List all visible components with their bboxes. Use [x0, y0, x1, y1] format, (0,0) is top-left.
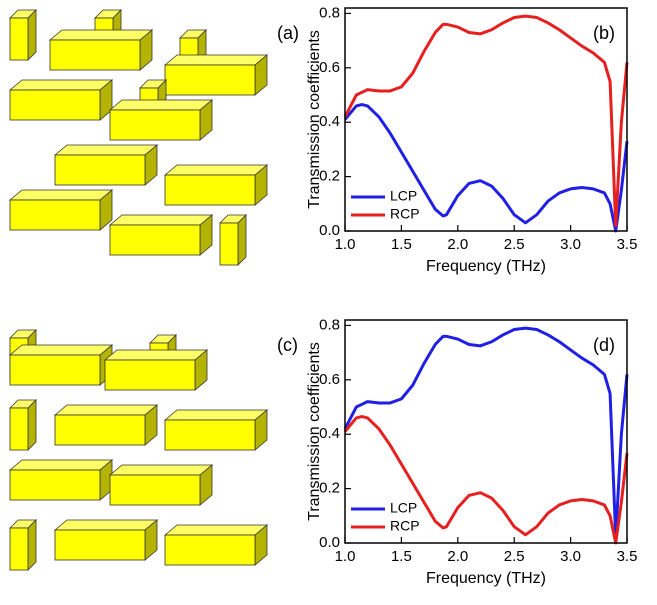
block	[55, 145, 157, 185]
panel-label: (c)	[277, 335, 298, 355]
y-tick-label: 0.8	[319, 316, 340, 333]
x-axis-label: Frequency (THz)	[426, 570, 546, 587]
block	[50, 30, 152, 70]
x-tick-label: 3.0	[560, 236, 581, 253]
block	[165, 525, 267, 565]
block	[10, 190, 112, 230]
block	[110, 215, 212, 255]
panel-label: (b)	[593, 23, 615, 43]
block	[105, 350, 207, 390]
y-axis-label: Transmission coefficients	[306, 342, 323, 521]
structure-a	[10, 10, 267, 265]
x-tick-label: 3.5	[617, 548, 638, 565]
x-tick-label: 1.5	[391, 236, 412, 253]
plot-frame	[345, 8, 627, 231]
panel-label: (d)	[593, 335, 615, 355]
block	[55, 405, 157, 445]
legend-label: RCP	[390, 518, 420, 534]
block	[165, 410, 267, 450]
legend-label: LCP	[390, 188, 417, 204]
x-tick-label: 1.5	[391, 548, 412, 565]
block	[10, 10, 36, 60]
series-line	[345, 16, 627, 225]
block	[220, 215, 246, 265]
plot-frame	[345, 320, 627, 543]
block	[110, 100, 212, 140]
y-tick-label: 0.0	[319, 222, 340, 239]
x-tick-label: 3.5	[617, 236, 638, 253]
block	[165, 55, 267, 95]
x-tick-label: 2.0	[447, 236, 468, 253]
x-axis-label: Frequency (THz)	[426, 258, 546, 275]
block	[10, 345, 112, 385]
block	[10, 520, 36, 570]
y-axis-label: Transmission coefficients	[306, 30, 323, 209]
y-tick-label: 0.0	[319, 534, 340, 551]
block	[10, 80, 112, 120]
series-line	[345, 105, 627, 231]
figure: (a) (c) 1.01.52.02.53.03.50.00.20.40.60.…	[0, 0, 657, 605]
y-tick-label: 0.8	[319, 4, 340, 21]
x-tick-label: 2.5	[504, 548, 525, 565]
x-tick-label: 2.5	[504, 236, 525, 253]
block	[10, 460, 112, 500]
panel-label: (a)	[277, 23, 299, 43]
block	[10, 400, 36, 450]
legend-label: RCP	[390, 206, 420, 222]
page: (a) (c) 1.01.52.02.53.03.50.00.20.40.60.…	[0, 0, 657, 605]
structure-c	[10, 330, 267, 570]
series-line	[345, 417, 627, 543]
block	[110, 465, 212, 505]
x-tick-label: 3.0	[560, 548, 581, 565]
series-line	[345, 328, 627, 537]
legend-label: LCP	[390, 500, 417, 516]
x-tick-label: 2.0	[447, 548, 468, 565]
block	[55, 520, 157, 560]
block	[165, 165, 267, 205]
